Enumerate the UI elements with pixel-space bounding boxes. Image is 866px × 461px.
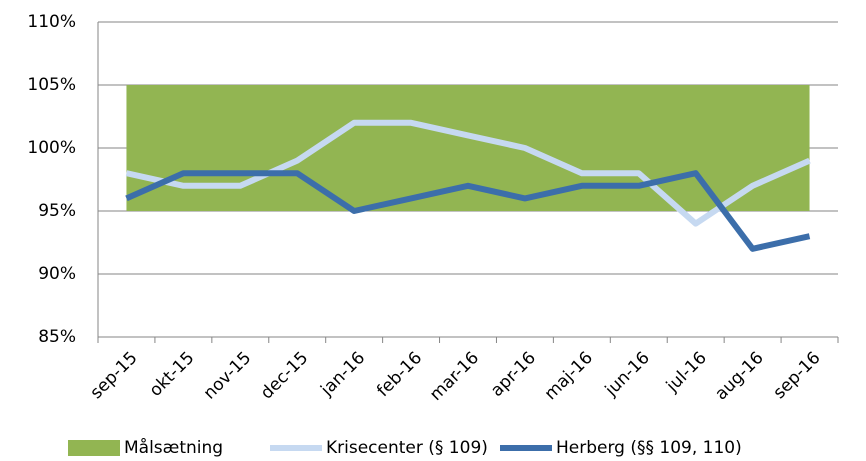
y-tick-label: 85% xyxy=(38,327,76,347)
x-tick-label: okt-15 xyxy=(146,348,199,401)
x-tick-label: maj-16 xyxy=(541,348,597,404)
line xyxy=(125,170,811,252)
y-tick-label: 110% xyxy=(27,12,76,32)
x-tick-label: jul-16 xyxy=(662,348,711,397)
x-tick-label: nov-15 xyxy=(200,348,256,404)
legend-label: Målsætning xyxy=(124,437,223,458)
line xyxy=(125,119,811,227)
x-tick-label: apr-16 xyxy=(487,348,540,401)
y-tick-label: 90% xyxy=(38,264,76,284)
legend-swatch xyxy=(68,440,120,456)
y-tick-label: 100% xyxy=(27,138,76,158)
x-tick-label: sep-15 xyxy=(86,348,141,403)
x-tick-label: jun-16 xyxy=(601,348,654,401)
legend-label: Krisecenter (§ 109) xyxy=(326,438,488,458)
x-tick-label: mar-16 xyxy=(426,348,483,405)
target-band xyxy=(126,85,810,211)
x-tick-label: dec-15 xyxy=(257,348,312,403)
legend-label: Herberg (§§ 109, 110) xyxy=(556,438,742,458)
x-tick-label: sep-16 xyxy=(770,348,825,403)
x-tick-label: feb-16 xyxy=(373,348,426,401)
y-tick-label: 95% xyxy=(38,201,76,221)
x-tick-label: jan-16 xyxy=(316,348,369,401)
x-tick-label: aug-16 xyxy=(711,348,767,404)
y-tick-label: 105% xyxy=(27,75,76,95)
